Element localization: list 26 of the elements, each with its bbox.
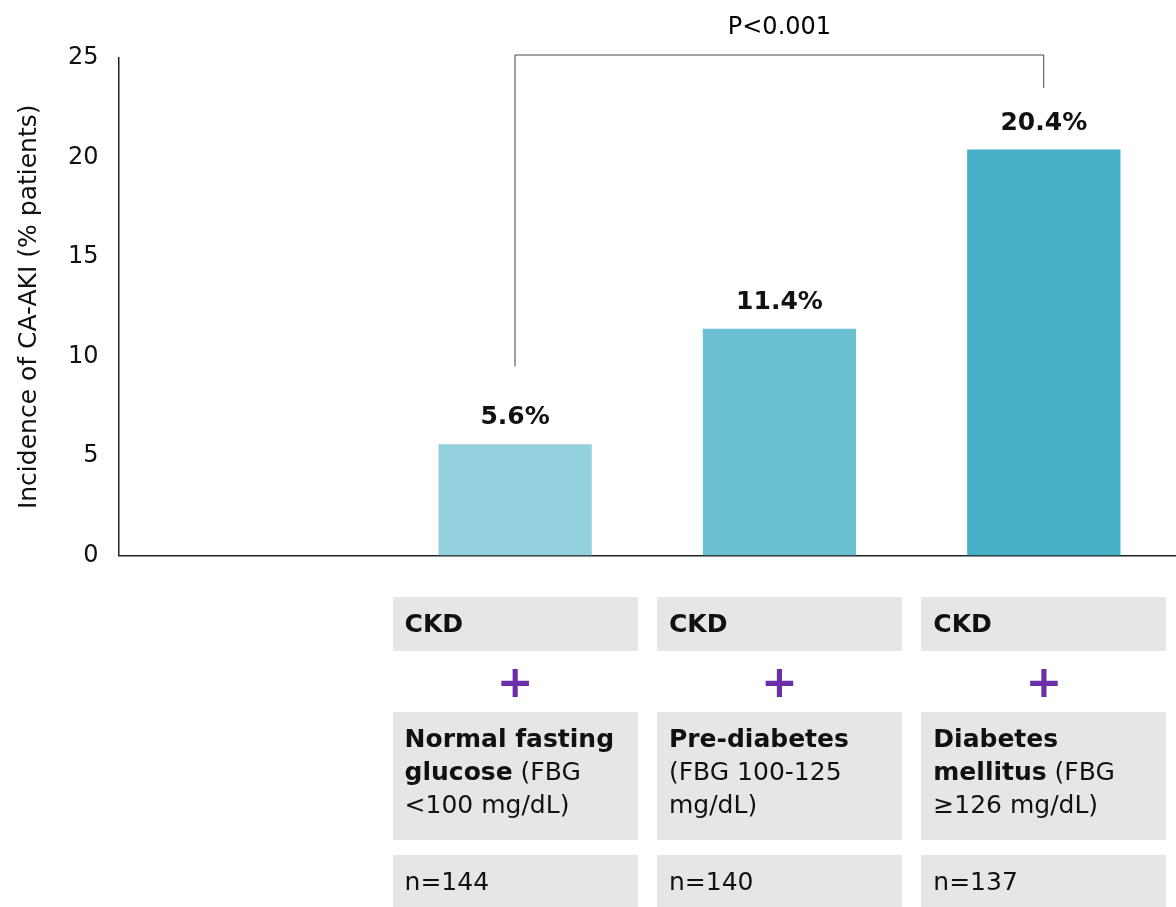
data-label: 20.4% bbox=[1000, 106, 1088, 136]
bar bbox=[967, 149, 1121, 556]
y-tick-label: 25 bbox=[67, 42, 99, 71]
x-tick-label: Normal fasting glucose (FBG <100 mg/dL) bbox=[392, 712, 638, 840]
y-tick-label: 10 bbox=[67, 340, 99, 369]
y-tick-label: 5 bbox=[83, 440, 99, 469]
text: + bbox=[495, 656, 535, 707]
text: n=140 bbox=[656, 855, 902, 907]
bar bbox=[438, 444, 592, 556]
text: P<0.001 bbox=[727, 12, 832, 40]
text: n=137 bbox=[921, 855, 1167, 907]
data-label: 5.6% bbox=[480, 401, 550, 431]
text: + bbox=[1024, 656, 1064, 707]
y-tick-label: 0 bbox=[83, 539, 99, 568]
y-tick-label: 20 bbox=[67, 141, 99, 170]
bar bbox=[702, 328, 857, 556]
x-tick-label: Diabetes mellitus (FBG ≥126 mg/dL) bbox=[921, 712, 1167, 840]
text: n=144 bbox=[392, 855, 638, 907]
text: CKD bbox=[656, 597, 902, 651]
text: CKD bbox=[392, 597, 638, 651]
data-label: 11.4% bbox=[736, 285, 823, 315]
y-axis-title: Incidence of CA-AKI (% patients) bbox=[12, 104, 42, 510]
text: CKD bbox=[921, 597, 1167, 651]
y-tick-label: 15 bbox=[67, 241, 99, 270]
text: + bbox=[760, 656, 799, 707]
x-tick-label: Pre-diabetes (FBG 100-125 mg/dL) bbox=[656, 712, 902, 840]
